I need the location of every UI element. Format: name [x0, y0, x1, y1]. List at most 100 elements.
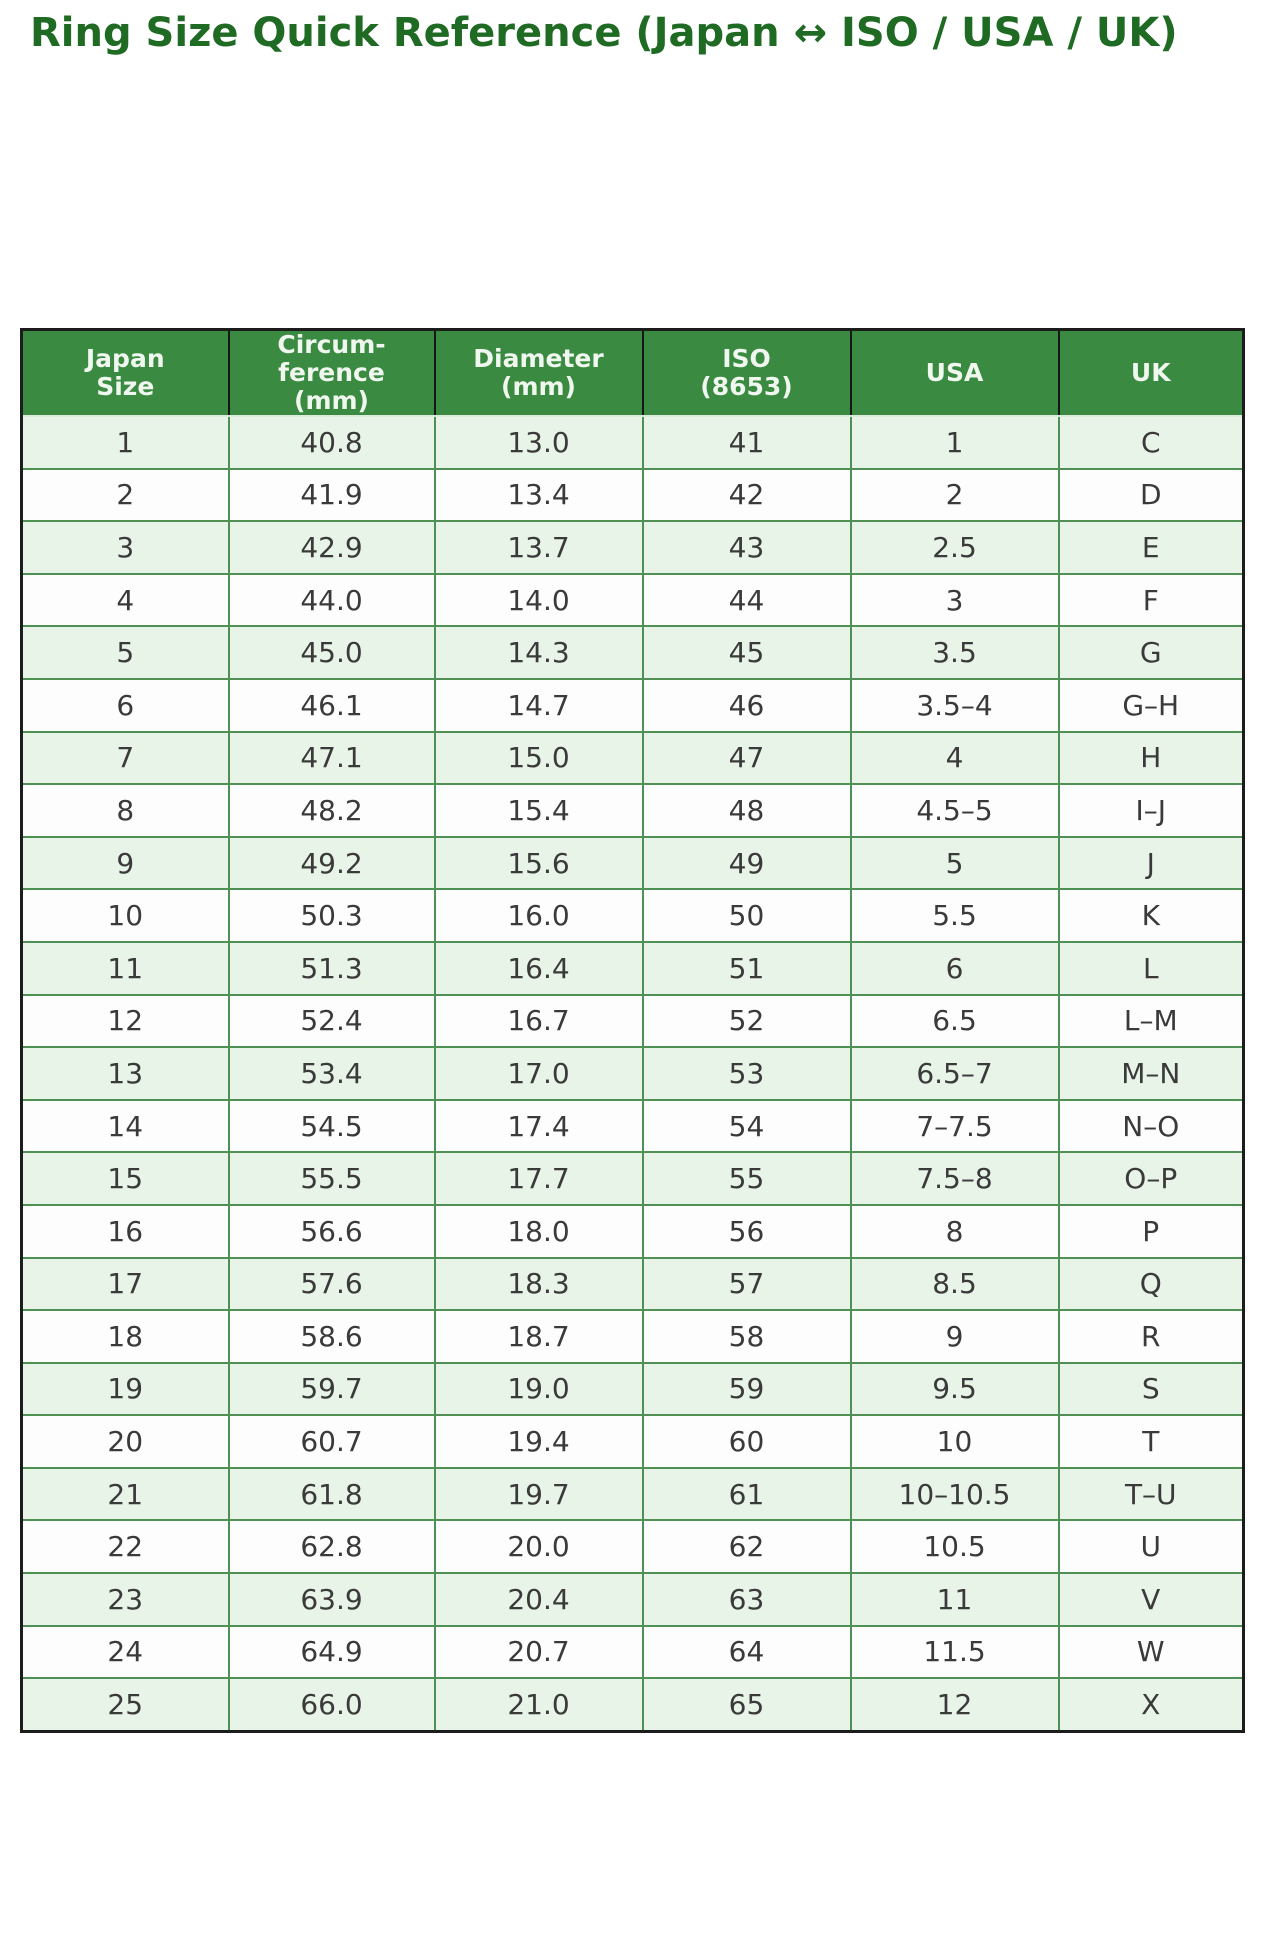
table-cell: 65: [641, 1677, 852, 1733]
table-cell: T: [1057, 1414, 1245, 1469]
table-cell: 57: [641, 1256, 852, 1312]
table-row: 9 49.2 15.6 49 5 J: [20, 835, 1245, 891]
table-cell: 40.8: [227, 415, 436, 470]
table-row: 21 61.8 19.7 61 10–10.5 T–U: [20, 1466, 1245, 1522]
table-cell: 44: [641, 572, 852, 628]
table-cell: 11.5: [849, 1624, 1060, 1680]
column-header-diameter-mm: Diameter (mm): [433, 328, 644, 417]
table-cell: 61: [641, 1466, 852, 1522]
table-cell: 50: [641, 888, 852, 943]
table-cell: 19.0: [433, 1361, 644, 1417]
table-cell: 2: [20, 467, 230, 523]
table-cell: 18.0: [433, 1203, 644, 1259]
table-cell: Q: [1057, 1256, 1245, 1312]
table-cell: 42.9: [227, 520, 436, 575]
column-header-japan-size: Japan Size: [20, 328, 230, 417]
table-cell: 3.5: [849, 625, 1060, 680]
table-cell: O–P: [1057, 1151, 1245, 1206]
table-cell: P: [1057, 1203, 1245, 1259]
table-row: 1 40.8 13.0 41 1 C: [20, 415, 1245, 470]
table-cell: 4: [20, 572, 230, 628]
ring-size-table: Japan Size Circum- ference (mm) Diameter…: [20, 328, 1245, 1733]
table-cell: I–J: [1057, 783, 1245, 838]
table-cell: 15.4: [433, 783, 644, 838]
column-header-iso-8653: ISO (8653): [641, 328, 852, 417]
table-cell: 16.4: [433, 940, 644, 996]
table-cell: 52.4: [227, 993, 436, 1049]
table-cell: 45: [641, 625, 852, 680]
table-cell: 59.7: [227, 1361, 436, 1417]
table-cell: 7.5–8: [849, 1151, 1060, 1206]
table-cell: W: [1057, 1624, 1245, 1680]
table-cell: 9: [20, 835, 230, 891]
table-cell: 23: [20, 1572, 230, 1627]
table-cell: 15: [20, 1151, 230, 1206]
table-cell: 17: [20, 1256, 230, 1312]
table-cell: 12: [20, 993, 230, 1049]
table-cell: 11: [20, 940, 230, 996]
table-cell: 41: [641, 415, 852, 470]
table-cell: 3: [849, 572, 1060, 628]
table-cell: 53: [641, 1046, 852, 1101]
table-cell: 6: [849, 940, 1060, 996]
table-cell: C: [1057, 415, 1245, 470]
table-cell: K: [1057, 888, 1245, 943]
table-cell: 48: [641, 783, 852, 838]
table-cell: 21: [20, 1466, 230, 1522]
table-cell: 18.7: [433, 1309, 644, 1364]
table-cell: L: [1057, 940, 1245, 996]
table-cell: T–U: [1057, 1466, 1245, 1522]
table-row: 13 53.4 17.0 53 6.5–7 M–N: [20, 1046, 1245, 1101]
table-cell: 61.8: [227, 1466, 436, 1522]
table-row: 7 47.1 15.0 47 4 H: [20, 730, 1245, 786]
table-cell: 15.6: [433, 835, 644, 891]
table-cell: 12: [849, 1677, 1060, 1733]
table-cell: 14: [20, 1098, 230, 1154]
table-cell: 64.9: [227, 1624, 436, 1680]
table-row: 8 48.2 15.4 48 4.5–5 I–J: [20, 783, 1245, 838]
page-title: Ring Size Quick Reference (Japan ↔ ISO /…: [30, 10, 1178, 56]
table-cell: 58: [641, 1309, 852, 1364]
table-row: 25 66.0 21.0 65 12 X: [20, 1677, 1245, 1733]
table-cell: 19.4: [433, 1414, 644, 1469]
table-cell: 17.7: [433, 1151, 644, 1206]
table-cell: 18.3: [433, 1256, 644, 1312]
table-cell: 20.0: [433, 1519, 644, 1575]
table-row: 19 59.7 19.0 59 9.5 S: [20, 1361, 1245, 1417]
table-cell: 16.0: [433, 888, 644, 943]
table-cell: 63: [641, 1572, 852, 1627]
table-cell: 58.6: [227, 1309, 436, 1364]
table-row: 22 62.8 20.0 62 10.5 U: [20, 1519, 1245, 1575]
table-cell: 14.0: [433, 572, 644, 628]
table-cell: 7: [20, 730, 230, 786]
table-cell: 7–7.5: [849, 1098, 1060, 1154]
table-cell: 2.5: [849, 520, 1060, 575]
table-cell: 53.4: [227, 1046, 436, 1101]
table-cell: 51.3: [227, 940, 436, 996]
table-cell: 22: [20, 1519, 230, 1575]
table-cell: 59: [641, 1361, 852, 1417]
table-cell: 54: [641, 1098, 852, 1154]
table-cell: 20.4: [433, 1572, 644, 1627]
table-cell: 46.1: [227, 677, 436, 733]
table-cell: 8.5: [849, 1256, 1060, 1312]
table-cell: 63.9: [227, 1572, 436, 1627]
table-cell: 3: [20, 520, 230, 575]
table-row: 4 44.0 14.0 44 3 F: [20, 572, 1245, 628]
table-cell: 9.5: [849, 1361, 1060, 1417]
column-header-usa: USA: [849, 328, 1060, 417]
table-cell: 4.5–5: [849, 783, 1060, 838]
table-cell: 41.9: [227, 467, 436, 523]
table-cell: 56: [641, 1203, 852, 1259]
table-row: 24 64.9 20.7 64 11.5 W: [20, 1624, 1245, 1680]
table-cell: V: [1057, 1572, 1245, 1627]
table-cell: 60: [641, 1414, 852, 1469]
table-cell: 51: [641, 940, 852, 996]
table-cell: E: [1057, 520, 1245, 575]
table-cell: 47: [641, 730, 852, 786]
column-header-uk: UK: [1057, 328, 1245, 417]
table-cell: S: [1057, 1361, 1245, 1417]
table-cell: L–M: [1057, 993, 1245, 1049]
table-row: 5 45.0 14.3 45 3.5 G: [20, 625, 1245, 680]
table-cell: 21.0: [433, 1677, 644, 1733]
